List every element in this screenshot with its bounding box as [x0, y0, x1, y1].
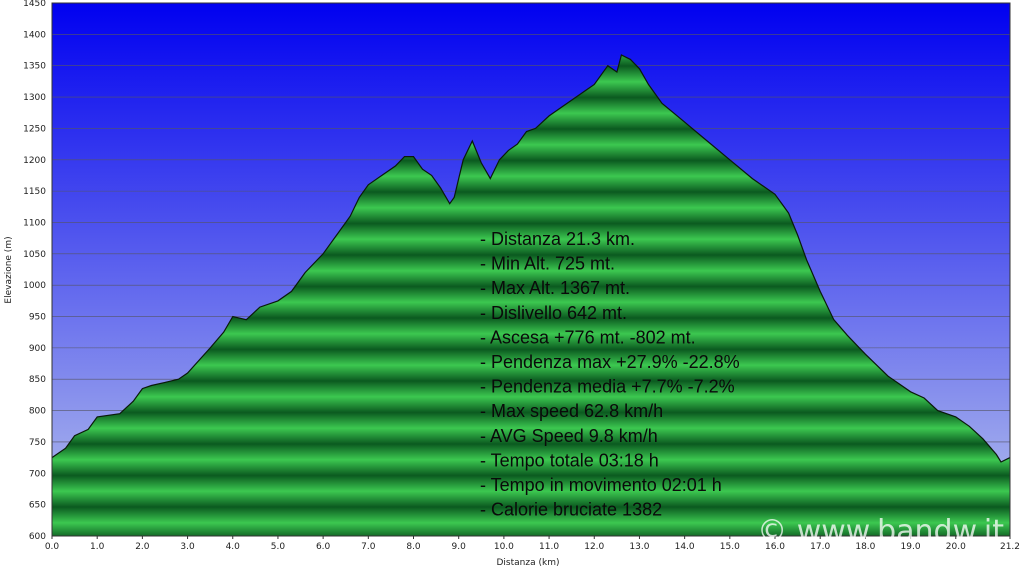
x-tick-label: 6.0	[316, 542, 331, 552]
x-tick-label: 16.0	[765, 542, 785, 552]
y-tick-label: 600	[29, 532, 46, 542]
y-tick-label: 850	[29, 375, 46, 385]
stat-line: - Max Alt. 1367 mt.	[480, 278, 630, 298]
x-tick-label: 7.0	[361, 542, 376, 552]
x-tick-label: 8.0	[406, 542, 421, 552]
x-tick-label: 5.0	[271, 542, 286, 552]
x-tick-label: 9.0	[452, 542, 467, 552]
stat-line: - Distanza 21.3 km.	[480, 229, 635, 249]
y-tick-label: 1300	[23, 93, 46, 103]
x-tick-label: 20.0	[946, 542, 966, 552]
y-tick-label: 1450	[23, 0, 46, 9]
x-tick-label: 14.0	[675, 542, 695, 552]
x-tick-label: 0.0	[45, 542, 60, 552]
x-axis-label: Distanza (km)	[497, 558, 560, 568]
x-tick-label: 13.0	[629, 542, 649, 552]
x-tick-label: 1.0	[90, 542, 105, 552]
elevation-area	[52, 55, 1010, 536]
stat-line: - Dislivello 642 mt.	[480, 303, 627, 323]
stat-line: - Min Alt. 725 mt.	[480, 254, 615, 274]
y-tick-label: 1050	[23, 250, 46, 260]
x-tick-label: 12.0	[584, 542, 604, 552]
x-axis-ticks: 0.0 1.0 2.0 3.0 4.0 5.0 6.0 7.0 8.0 9.0 10.0 11.0 12…	[45, 536, 1020, 552]
y-tick-label: 1000	[23, 281, 46, 291]
x-tick-label: 15.0	[720, 542, 740, 552]
y-axis-label: Elevazione (m)	[4, 236, 14, 303]
x-tick-label: 21.2	[1000, 542, 1020, 552]
stat-line: - Calorie bruciate 1382	[480, 500, 662, 520]
watermark: © www.bandw.it	[757, 514, 1004, 549]
stat-line: - AVG Speed 9.8 km/h	[480, 426, 658, 446]
x-tick-label: 11.0	[539, 542, 559, 552]
y-tick-label: 1350	[23, 62, 46, 72]
y-tick-label: 1400	[23, 30, 46, 40]
y-axis-ticks: 600 650 700 750 800 850 900 950 1000 1050 1100 1150…	[23, 0, 46, 542]
y-tick-label: 900	[29, 344, 46, 354]
y-tick-label: 1150	[23, 187, 46, 197]
x-tick-label: 2.0	[135, 542, 150, 552]
plot-frame	[51, 2, 1011, 537]
x-tick-label: 4.0	[226, 542, 241, 552]
x-tick-label: 17.0	[810, 542, 830, 552]
stat-line: - Ascesa +776 mt. -802 mt.	[480, 327, 696, 347]
y-tick-label: 800	[29, 407, 46, 417]
stat-line: - Pendenza max +27.9% -22.8%	[480, 352, 740, 372]
x-tick-label: 3.0	[180, 542, 195, 552]
stat-line: - Max speed 62.8 km/h	[480, 401, 663, 421]
x-tick-label: 19.0	[901, 542, 921, 552]
y-tick-label: 1250	[23, 124, 46, 134]
y-tick-label: 1200	[23, 156, 46, 166]
y-tick-label: 700	[29, 469, 46, 479]
y-tick-label: 1100	[23, 218, 46, 228]
stat-line: - Pendenza media +7.7% -7.2%	[480, 377, 735, 397]
elevation-line	[52, 54, 1010, 463]
y-tick-label: 750	[29, 438, 46, 448]
y-tick-label: 650	[29, 501, 46, 511]
stat-line: - Tempo in movimento 02:01 h	[480, 475, 722, 495]
x-tick-label: 18.0	[855, 542, 875, 552]
stat-line: - Tempo totale 03:18 h	[480, 450, 659, 470]
y-tick-label: 950	[29, 313, 46, 323]
stats-annotations: - Distanza 21.3 km. - Min Alt. 725 mt. - M…	[480, 229, 740, 520]
x-tick-label: 10.0	[494, 542, 514, 552]
